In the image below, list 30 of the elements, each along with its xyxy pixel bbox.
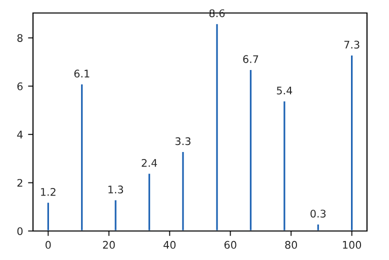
y-tick-label: 4 [17,130,23,138]
y-tick-label: 6 [17,82,23,90]
data-label: 3.3 [176,137,190,146]
data-label: 2.4 [142,158,157,167]
data-label: 5.4 [276,86,292,94]
data-label: 6.1 [74,70,90,78]
bar [113,198,118,231]
y-tick-label: 0 [17,227,23,236]
x-tick-label: 60 [224,240,236,249]
bar [282,100,287,231]
data-label: 7.3 [344,40,360,49]
bar [80,83,84,231]
data-label: 0.3 [310,210,326,218]
bar [350,54,354,231]
bar [46,201,50,231]
bar [214,22,220,231]
bar [316,223,320,231]
x-tick-label: 20 [103,240,115,249]
x-tick-label: 0 [46,240,51,249]
data-label: 6.7 [243,55,258,64]
data-label: 1.3 [108,186,124,194]
x-tick-label: 80 [285,240,298,249]
data-label: 1.2 [41,188,56,196]
y-tick-label: 2 [17,178,22,187]
bar [147,172,152,231]
y-tick-label: 8 [17,34,23,42]
bar [248,68,253,231]
bar [180,150,186,231]
x-tick-label: 40 [164,240,176,249]
x-tick-label: 100 [343,240,362,249]
